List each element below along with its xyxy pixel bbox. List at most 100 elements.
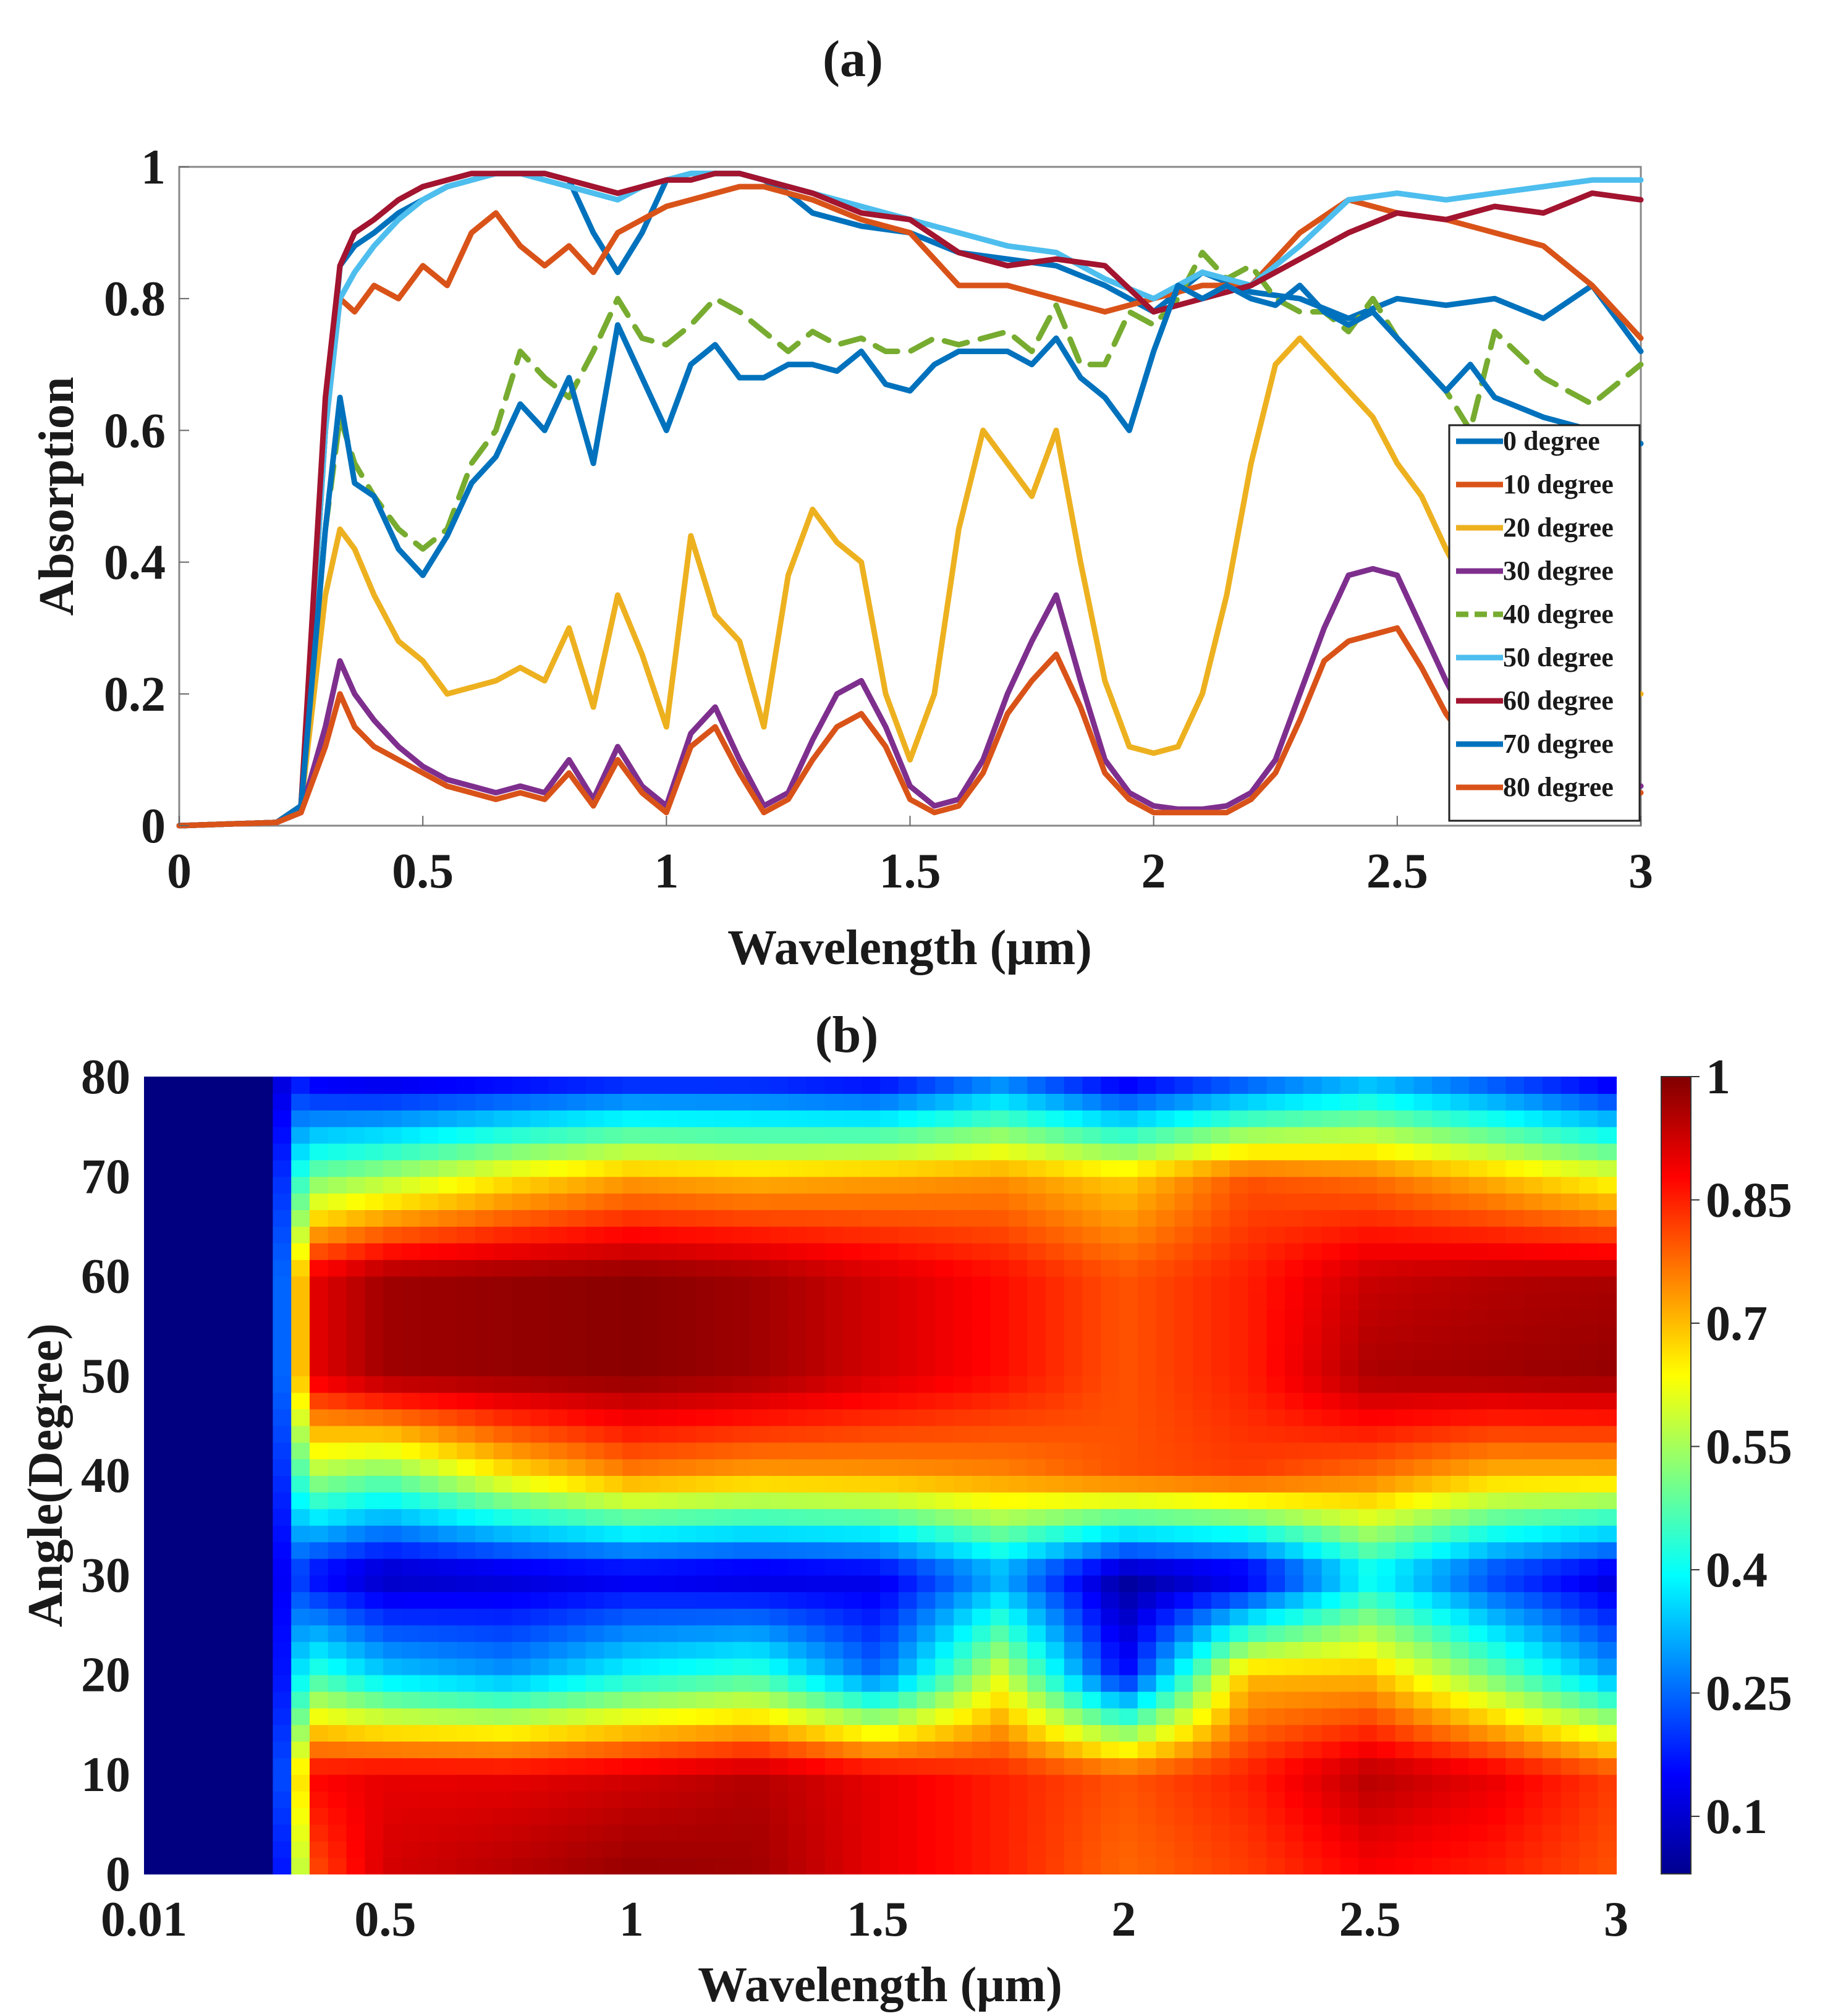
heatmap-cell (1046, 1558, 1065, 1576)
heatmap-cell (751, 1558, 771, 1576)
heatmap-cell (475, 1741, 494, 1758)
heatmap-cell (1505, 1674, 1525, 1692)
heatmap-cell (917, 1442, 936, 1460)
heatmap-cell (1064, 1109, 1083, 1127)
heatmap-cell (1211, 1658, 1230, 1675)
heatmap-cell (935, 1691, 955, 1709)
heatmap-cell (328, 1392, 347, 1410)
heatmap-cell (1082, 1824, 1102, 1842)
heatmap-cell (567, 1591, 586, 1609)
heatmap-cell (567, 1508, 586, 1526)
heatmap-cell (420, 1259, 439, 1277)
heatmap-cell (1487, 1425, 1507, 1443)
heatmap-cell (1193, 1292, 1212, 1310)
heatmap-cell (383, 1757, 402, 1775)
heatmap-cell (162, 1159, 182, 1177)
heatmap-cell (291, 1724, 310, 1742)
heatmap-cell (1174, 1425, 1194, 1443)
heatmap-cell (1376, 1840, 1396, 1858)
heatmap-cell (346, 1674, 366, 1692)
heatmap-cell (935, 1375, 955, 1393)
heatmap-cell (254, 1658, 274, 1675)
heatmap-cell (1358, 1658, 1378, 1675)
heatmap-cell (144, 1193, 163, 1210)
heatmap-cell (346, 1840, 366, 1858)
heatmap-cell (935, 1491, 955, 1509)
heatmap-cell (1303, 1624, 1323, 1642)
heatmap-cell (1174, 1358, 1194, 1376)
heatmap-cell (438, 1525, 458, 1543)
heatmap-cell (843, 1109, 863, 1127)
heatmap-cell (990, 1276, 1010, 1294)
heatmap-cell (512, 1491, 531, 1509)
heatmap-cell (1229, 1259, 1249, 1277)
heatmap-cell (475, 1624, 494, 1642)
heatmap-cell (1174, 1658, 1194, 1675)
heatmap-cell (898, 1292, 918, 1310)
heatmap-cell (1450, 1093, 1470, 1111)
heatmap-cell (1009, 1674, 1028, 1692)
heatmap-cell (438, 1309, 458, 1327)
heatmap-cell (604, 1326, 624, 1343)
heatmap-cell (1542, 1724, 1562, 1742)
heatmap-cell (1413, 1077, 1433, 1094)
heatmap-cell (1101, 1077, 1120, 1094)
heatmap-cell (1505, 1624, 1525, 1642)
heatmap-cell (732, 1674, 752, 1692)
heatmap-cell (1082, 1857, 1102, 1874)
heatmap-cell (1395, 1326, 1415, 1343)
heatmap-cell (1064, 1425, 1083, 1443)
heatmap-cell (843, 1093, 863, 1111)
heatmap-cell (144, 1525, 163, 1543)
heatmap-cell (1082, 1326, 1102, 1343)
panel-a-plot-area (178, 166, 1642, 827)
heatmap-cell (273, 1292, 292, 1310)
heatmap-cell (1560, 1558, 1580, 1576)
heatmap-cell (1211, 1724, 1230, 1742)
heatmap-cell (218, 1425, 237, 1443)
heatmap-cell (291, 1408, 310, 1426)
heatmap-cell (585, 1691, 605, 1709)
heatmap-cell (1505, 1375, 1525, 1393)
heatmap-cell (1579, 1608, 1599, 1625)
heatmap-cell (622, 1193, 642, 1210)
heatmap-cell (1229, 1641, 1249, 1659)
heatmap-cell (677, 1575, 697, 1593)
heatmap-cell (1579, 1209, 1599, 1227)
heatmap-cell (1266, 1724, 1286, 1742)
heatmap-cell (1211, 1558, 1230, 1576)
heatmap-cell (1303, 1193, 1323, 1210)
heatmap-cell (512, 1691, 531, 1709)
heatmap-cell (1285, 1575, 1304, 1593)
heatmap-cell (585, 1591, 605, 1609)
heatmap-cell (954, 1077, 973, 1094)
heatmap-cell (1560, 1724, 1580, 1742)
heatmap-cell (1082, 1591, 1102, 1609)
heatmap-cell (549, 1475, 568, 1493)
heatmap-cell (1395, 1790, 1415, 1808)
heatmap-cell (1027, 1126, 1046, 1144)
heatmap-cell (438, 1624, 458, 1642)
heatmap-cell (1487, 1624, 1507, 1642)
heatmap-cell (401, 1608, 421, 1625)
heatmap-cell (1211, 1392, 1230, 1410)
heatmap-cell (346, 1176, 366, 1194)
heatmap-cell (677, 1093, 697, 1111)
heatmap-cell (199, 1840, 219, 1858)
heatmap-cell (1505, 1209, 1525, 1227)
heatmap-cell (1082, 1508, 1102, 1526)
heatmap-cell (1524, 1358, 1543, 1376)
heatmap-cell (438, 1408, 458, 1426)
heatmap-cell (1119, 1840, 1138, 1858)
heatmap-cell (218, 1624, 237, 1642)
heatmap-cell (1027, 1442, 1046, 1460)
heatmap-cell (1009, 1840, 1028, 1858)
heatmap-cell (843, 1459, 863, 1476)
heatmap-cell (549, 1575, 568, 1593)
heatmap-cell (1046, 1159, 1065, 1177)
heatmap-cell (880, 1109, 899, 1127)
heatmap-cell (401, 1159, 421, 1177)
heatmap-cell (162, 1708, 182, 1726)
heatmap-cell (365, 1342, 384, 1360)
heatmap-cell (457, 1342, 476, 1360)
